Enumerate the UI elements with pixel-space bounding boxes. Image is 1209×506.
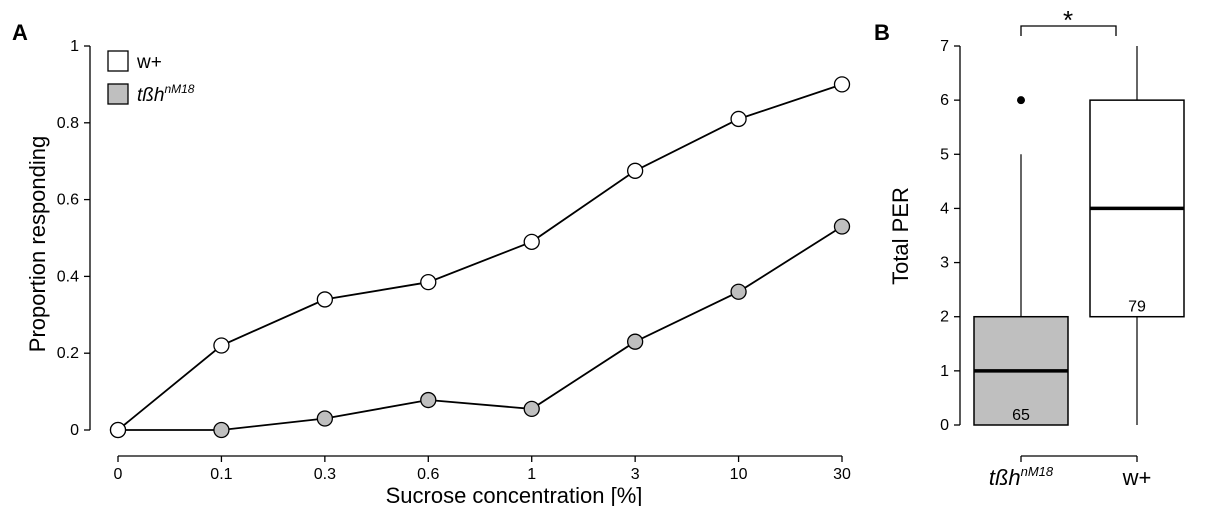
panel-a-series [109, 76, 851, 439]
panel-a-y-tick-label: 0.6 [57, 192, 79, 209]
legend-swatch-tbh-nm18 [107, 83, 129, 105]
data-point [420, 274, 437, 291]
panel-b-y-tick-label: 3 [940, 255, 949, 272]
data-point [109, 421, 127, 439]
panel-a-y-axis-title: Proportion responding [25, 136, 50, 352]
box-label-w-plus: w+ [1122, 465, 1152, 490]
panel-b-y-tick-label: 4 [940, 200, 949, 217]
series-1 [109, 218, 851, 439]
panel-b: B 0 1 2 3 4 5 6 7 Total PER 65 79 tßhnM18 w+ * [874, 5, 1185, 490]
panel-b-x-labels: tßhnM18 w+ [989, 464, 1152, 490]
box-group-0: 65 [973, 96, 1069, 426]
box-label-tbh-nm18: tßhnM18 [989, 464, 1054, 490]
panel-a-label: A [12, 20, 28, 45]
significance-bracket-line [1020, 25, 1117, 36]
panel-b-y-tick-label: 1 [940, 363, 949, 380]
panel-a-x-tick-label: 1 [527, 466, 536, 483]
series-0 [109, 76, 851, 439]
data-point [626, 162, 644, 179]
data-point [730, 110, 747, 128]
panel-b-boxes: 65 79 [973, 46, 1185, 426]
panel-a-x-ticks: 0 0.1 0.3 0.6 1 3 10 30 [114, 456, 851, 483]
legend-label-tbh-nm18: tßhnM18 [137, 82, 195, 106]
series-line [117, 83, 843, 431]
panel-b-y-tick-label: 5 [940, 146, 949, 163]
panel-a-x-tick-label: 0.1 [210, 466, 232, 483]
data-point [316, 410, 334, 427]
legend-swatch-w-plus [107, 50, 129, 72]
panel-a-y-tick-label: 0.8 [57, 115, 79, 132]
panel-a-y-ticks: 0 0.2 0.4 0.6 0.8 1 [57, 38, 90, 439]
panel-b-y-tick-label: 2 [940, 309, 949, 326]
panel-a-x-tick-label: 3 [631, 466, 640, 483]
panel-a-y-tick-label: 0.2 [57, 345, 79, 362]
data-point [213, 421, 230, 439]
data-point [833, 76, 851, 93]
box-group-1: 79 [1089, 46, 1185, 425]
panel-a-x-tick-label: 0.3 [314, 466, 336, 483]
data-point [833, 218, 851, 235]
panel-a-x-axis-title: Sucrose concentration [%] [386, 483, 643, 506]
significance-star: * [1063, 5, 1073, 35]
panel-a-y-tick-label: 1 [70, 38, 79, 55]
panel-a-y-tick-label: 0.4 [57, 268, 79, 285]
panel-a: A 0 0.2 0.4 0.6 0.8 1 0 0.1 0.3 0.6 1 3 10 30 Propor… [12, 20, 851, 506]
data-point [420, 391, 437, 409]
data-point [523, 233, 540, 250]
data-point [523, 400, 540, 418]
panel-a-y-tick-label: 0 [70, 422, 79, 439]
panel-a-x-tick-label: 0 [114, 466, 123, 483]
panel-b-y-axis-title: Total PER [888, 187, 913, 285]
outlier-point [1017, 96, 1025, 105]
series-line [118, 225, 843, 431]
significance-bracket: * [1020, 5, 1117, 36]
panel-b-y-ticks: 0 1 2 3 4 5 6 7 [940, 38, 960, 434]
panel-a-x-tick-label: 0.6 [417, 466, 439, 483]
data-point [730, 283, 747, 300]
data-point [626, 333, 644, 350]
data-point [213, 337, 230, 354]
sample-size-label: 65 [1012, 407, 1030, 424]
panel-b-label: B [874, 20, 890, 45]
panel-a-x-tick-label: 30 [833, 466, 851, 483]
panel-b-y-tick-label: 6 [940, 92, 949, 109]
legend: w+ tßhnM18 [107, 50, 195, 106]
data-point [316, 291, 334, 308]
panel-b-y-tick-label: 0 [940, 417, 949, 434]
panel-b-y-tick-label: 7 [940, 38, 949, 55]
sample-size-label: 79 [1128, 299, 1146, 316]
panel-a-x-tick-label: 10 [730, 466, 748, 483]
legend-label-w-plus: w+ [136, 52, 162, 73]
